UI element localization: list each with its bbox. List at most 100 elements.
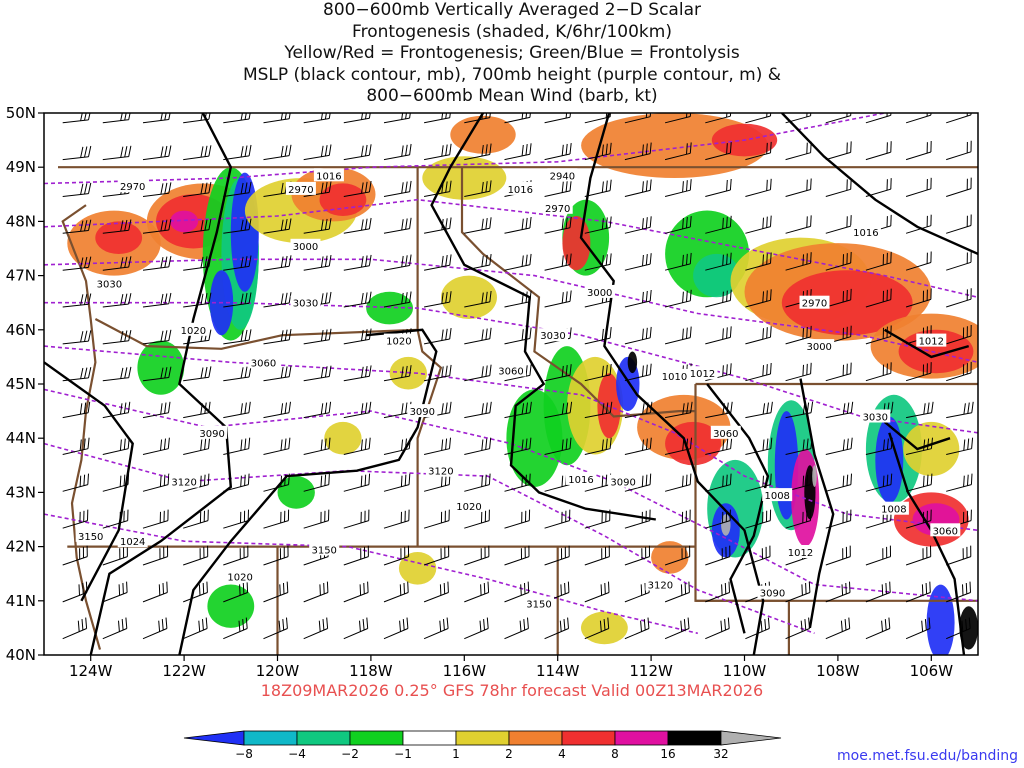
colorbar-label: −2 bbox=[341, 747, 359, 761]
colorbar-label: 4 bbox=[558, 747, 566, 761]
svg-text:1016: 1016 bbox=[568, 475, 593, 486]
svg-text:1010: 1010 bbox=[662, 372, 687, 383]
height-contour-label: 2970 bbox=[117, 179, 148, 193]
svg-text:1020: 1020 bbox=[227, 572, 252, 583]
height-contour-label: 3120 bbox=[425, 463, 456, 478]
pressure-contour-label: 1016 bbox=[505, 181, 536, 196]
svg-text:1020: 1020 bbox=[386, 337, 411, 348]
svg-text:3090: 3090 bbox=[610, 478, 635, 489]
pressure-contour-label: 1008 bbox=[762, 488, 793, 502]
height-contour-label: 2970 bbox=[285, 181, 316, 196]
contour-labels: 2940 2970 2970 2970 2970 3000 3000 3000 3030 3030… bbox=[75, 168, 961, 611]
svg-text:1024: 1024 bbox=[120, 537, 145, 548]
pressure-contour-label: 1012 bbox=[785, 545, 816, 559]
map-title: 800−600mb Vertically Averaged 2−D Scalar… bbox=[0, 0, 1024, 108]
height-contour-label: 3000 bbox=[804, 339, 835, 353]
height-contour-label: 3150 bbox=[75, 528, 106, 543]
svg-text:2940: 2940 bbox=[550, 171, 575, 182]
svg-text:3150: 3150 bbox=[78, 532, 103, 543]
colorbar-swatch bbox=[243, 730, 298, 746]
height-contour-label: 3030 bbox=[290, 295, 321, 310]
lon-label: 110W bbox=[723, 662, 767, 680]
frontogenesis-shading bbox=[67, 113, 978, 655]
colorbar-label: −4 bbox=[288, 747, 306, 761]
svg-text:2970: 2970 bbox=[288, 185, 313, 196]
colorbar-label: 8 bbox=[611, 747, 619, 761]
pressure-contour-label: 1020 bbox=[178, 322, 209, 337]
longitude-axis: 124W 122W 120W 118W 116W 114W 112W 110W 108W 106W bbox=[69, 655, 953, 680]
title-line-4: MSLP (black contour, mb), 700mb height (… bbox=[242, 64, 782, 85]
pressure-contour-label: 1016 bbox=[313, 168, 344, 182]
colorbar-label: 16 bbox=[660, 747, 675, 761]
lat-label: 49N bbox=[6, 158, 36, 176]
height-contour-label: 3060 bbox=[496, 363, 526, 377]
map-area: 2940 2970 2970 2970 2970 3000 3000 3000 3030 3030… bbox=[44, 113, 978, 655]
svg-text:1008: 1008 bbox=[764, 491, 789, 502]
svg-text:3090: 3090 bbox=[199, 429, 224, 440]
colorbar-swatch bbox=[349, 730, 404, 746]
height-contour-label: 3060 bbox=[248, 355, 279, 369]
svg-text:3000: 3000 bbox=[293, 242, 318, 253]
svg-text:3120: 3120 bbox=[428, 467, 453, 478]
colorbar-swatch bbox=[561, 730, 616, 746]
colorbar: −8 −4 −2 −1 1 2 4 8 16 32 bbox=[183, 730, 782, 761]
height-contour-label: 3150 bbox=[309, 542, 340, 556]
svg-text:3150: 3150 bbox=[526, 600, 551, 611]
height-contour-label: 3000 bbox=[290, 238, 321, 253]
height-contour-label: 3090 bbox=[407, 404, 438, 418]
run-info-text: 18Z09MAR2026 0.25° GFS 78hr forecast Val… bbox=[260, 681, 764, 700]
svg-text:3030: 3030 bbox=[863, 413, 888, 424]
svg-text:3120: 3120 bbox=[171, 478, 196, 489]
svg-text:3000: 3000 bbox=[587, 288, 612, 299]
lon-label: 112W bbox=[629, 662, 673, 680]
svg-text:3090: 3090 bbox=[760, 589, 785, 600]
colorbar-swatch bbox=[402, 730, 457, 746]
pressure-contour-label: 1020 bbox=[454, 498, 484, 513]
height-contour-label: 3030 bbox=[94, 276, 125, 291]
lon-label: 124W bbox=[69, 662, 113, 680]
mslp-contours bbox=[44, 113, 978, 655]
height-contour-label: 3060 bbox=[710, 425, 741, 440]
lat-label: 43N bbox=[6, 483, 36, 501]
lat-label: 41N bbox=[6, 592, 36, 610]
lat-label: 42N bbox=[6, 538, 36, 556]
height-contour-label: 2970 bbox=[542, 200, 573, 215]
pressure-contour-label: 1008 bbox=[878, 501, 909, 516]
colorbar-swatch bbox=[508, 730, 563, 746]
colorbar-swatch bbox=[296, 730, 351, 746]
lon-label: 106W bbox=[910, 662, 954, 680]
wind-barbs bbox=[62, 113, 974, 640]
title-line-2: Frontogenesis (shaded, K/6hr/100km) bbox=[352, 21, 672, 42]
pressure-contour-label: 1020 bbox=[383, 333, 414, 348]
lat-label: 40N bbox=[6, 646, 36, 664]
svg-text:1012: 1012 bbox=[690, 369, 715, 380]
colorbar-label: 2 bbox=[505, 747, 513, 761]
lon-label: 120W bbox=[256, 662, 300, 680]
lon-label: 122W bbox=[162, 662, 206, 680]
svg-text:3030: 3030 bbox=[540, 331, 565, 342]
lat-label: 50N bbox=[6, 104, 36, 122]
height-contour-label: 3120 bbox=[645, 577, 676, 592]
title-line-1: 800−600mb Vertically Averaged 2−D Scalar bbox=[323, 0, 701, 20]
colorbar-arrow-right bbox=[720, 730, 782, 746]
lat-label: 44N bbox=[6, 429, 36, 447]
credit-link[interactable]: moe.met.fsu.edu/banding bbox=[837, 748, 1018, 764]
pressure-contour-label: 1012 bbox=[916, 333, 947, 348]
height-contour-label: 3030 bbox=[860, 409, 891, 424]
pressure-contour-label: 1016 bbox=[850, 225, 881, 239]
title-line-5: 800−600mb Mean Wind (barb, kt) bbox=[366, 86, 658, 106]
colorbar-swatch bbox=[667, 730, 722, 746]
svg-text:2970: 2970 bbox=[120, 182, 145, 193]
svg-text:1008: 1008 bbox=[881, 505, 906, 516]
svg-text:1016: 1016 bbox=[853, 228, 878, 239]
lon-label: 108W bbox=[816, 662, 860, 680]
svg-text:3150: 3150 bbox=[311, 545, 336, 556]
lon-label: 116W bbox=[443, 662, 487, 680]
height-contour-label: 3060 bbox=[930, 523, 961, 537]
height-contour-label: 3090 bbox=[608, 474, 639, 489]
height-contour-label: 3150 bbox=[524, 596, 554, 611]
svg-text:1020: 1020 bbox=[181, 326, 206, 337]
svg-text:3090: 3090 bbox=[410, 407, 435, 418]
lon-label: 118W bbox=[349, 662, 393, 680]
